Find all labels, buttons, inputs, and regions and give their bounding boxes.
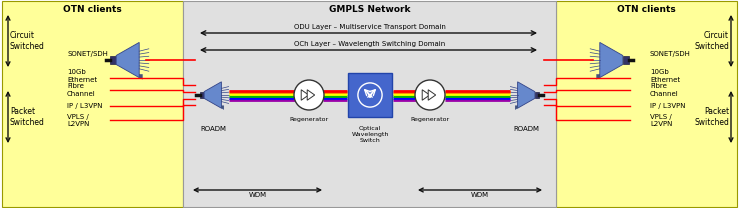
Polygon shape <box>517 82 535 108</box>
Circle shape <box>294 80 324 110</box>
Text: WDM: WDM <box>248 192 267 198</box>
Text: OCh Layer – Wavelength Switching Domain: OCh Layer – Wavelength Switching Domain <box>294 41 446 47</box>
Text: Packet
Switched: Packet Switched <box>694 107 729 127</box>
Polygon shape <box>204 82 222 108</box>
Polygon shape <box>600 42 623 78</box>
Bar <box>348 73 392 117</box>
Text: WDM: WDM <box>471 192 489 198</box>
Text: ROADM: ROADM <box>200 126 226 132</box>
Polygon shape <box>116 42 139 78</box>
Circle shape <box>415 80 445 110</box>
Text: OTN clients: OTN clients <box>617 5 676 14</box>
Text: Circuit
Switched: Circuit Switched <box>10 31 45 51</box>
Bar <box>183 1 556 207</box>
Polygon shape <box>596 74 600 79</box>
Text: VPLS /
L2VPN: VPLS / L2VPN <box>67 114 89 128</box>
Polygon shape <box>139 74 143 79</box>
Bar <box>110 56 116 64</box>
Text: SONET/SDH: SONET/SDH <box>650 51 691 57</box>
Bar <box>556 1 737 207</box>
Text: Packet
Switched: Packet Switched <box>10 107 45 127</box>
Polygon shape <box>307 90 315 100</box>
Text: ROADM: ROADM <box>513 126 539 132</box>
Text: OTN clients: OTN clients <box>63 5 122 14</box>
Text: SONET/SDH: SONET/SDH <box>67 51 108 57</box>
Text: Regenerator: Regenerator <box>290 117 329 122</box>
Bar <box>2 1 183 207</box>
Text: Fibre
Channel: Fibre Channel <box>67 83 96 97</box>
Bar <box>623 56 629 64</box>
Polygon shape <box>422 90 429 100</box>
Polygon shape <box>302 90 309 100</box>
Text: IP / L3VPN: IP / L3VPN <box>650 103 686 109</box>
Text: ODU Layer – Multiservice Transport Domain: ODU Layer – Multiservice Transport Domai… <box>294 24 446 30</box>
Text: IP / L3VPN: IP / L3VPN <box>67 103 103 109</box>
Polygon shape <box>222 106 224 109</box>
Text: Regenerator: Regenerator <box>410 117 449 122</box>
Text: 10Gb
Ethernet: 10Gb Ethernet <box>67 69 97 83</box>
Bar <box>200 92 204 98</box>
Polygon shape <box>515 106 517 109</box>
Text: 10Gb
Ethernet: 10Gb Ethernet <box>650 69 680 83</box>
Bar <box>535 92 539 98</box>
Polygon shape <box>428 90 436 100</box>
Text: Optical
Wavelength
Switch: Optical Wavelength Switch <box>351 126 389 143</box>
Circle shape <box>358 83 382 107</box>
Text: Circuit
Switched: Circuit Switched <box>694 31 729 51</box>
Text: Fibre
Channel: Fibre Channel <box>650 83 678 97</box>
Text: GMPLS Network: GMPLS Network <box>329 5 410 14</box>
Text: VPLS /
L2VPN: VPLS / L2VPN <box>650 114 672 128</box>
